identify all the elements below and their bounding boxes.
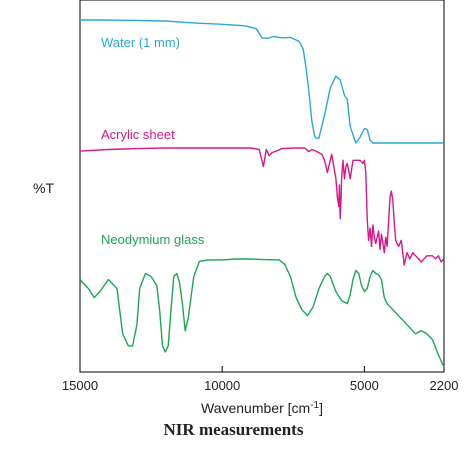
y-axis-label: %T (33, 180, 54, 196)
x-tick-label: 10000 (204, 378, 240, 393)
figure-caption: NIR measurements (163, 420, 304, 439)
plot-frame (79, 0, 445, 373)
x-axis-label: Wavenumber [cm-1] (201, 400, 323, 416)
x-axis-label-superscript: -1 (310, 400, 319, 411)
x-tick-label: 15000 (62, 378, 98, 393)
series-label-acrylic: Acrylic sheet (101, 127, 175, 142)
series-label-water: Water (1 mm) (101, 35, 180, 50)
series-line-acrylic (79, 147, 445, 266)
series-label-neodymium: Neodymium glass (101, 232, 205, 247)
series-lines (79, 19, 445, 368)
x-tick-label: 5000 (350, 378, 379, 393)
x-axis-ticks: 15000 10000 5000 2200 (62, 366, 459, 393)
series-line-water (80, 19, 444, 144)
x-tick-label: 2200 (430, 378, 459, 393)
series-line-neodymium (79, 258, 445, 368)
nir-chart: 15000 10000 5000 2200 %T Water (1 mm) Acryl… (33, 0, 459, 416)
